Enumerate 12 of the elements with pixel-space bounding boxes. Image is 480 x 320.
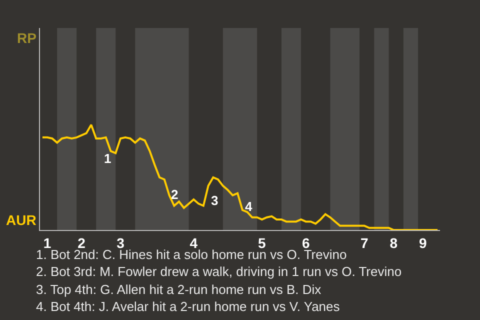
annotation: 3 — [211, 193, 218, 208]
x-tick-label: 7 — [360, 234, 368, 251]
annotation: 4 — [245, 199, 253, 214]
annotation: 1 — [104, 151, 112, 166]
text: AUR — [6, 212, 36, 228]
text: 4. Bot 4th: J. Avelar hit a 2-run home run vs V. Yanes — [36, 299, 340, 314]
x-tick-label: 9 — [419, 234, 428, 251]
x-tick-label: 8 — [390, 234, 398, 251]
text: 2. Bot 3rd: M. Fowler drew a walk, driving in 1 run vs O. Trevino — [36, 264, 402, 279]
annotation: 2 — [171, 187, 178, 202]
text: RP — [17, 30, 36, 46]
text: 3. Top 4th: G. Allen hit a 2-run home run vs B. Dix — [36, 282, 322, 297]
